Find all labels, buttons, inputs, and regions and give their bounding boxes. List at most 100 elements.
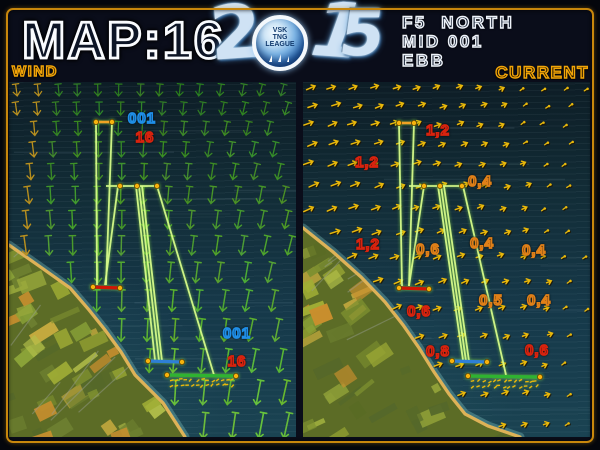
mark-dot-icon: [117, 284, 124, 291]
wind-arrow-icon: [165, 261, 176, 284]
wind-arrow-icon: [212, 209, 223, 230]
wind-arrow-icon: [117, 162, 126, 181]
current-arrow-icon: [501, 389, 510, 396]
current-dot-icon: [567, 422, 570, 425]
wind-arrow-icon: [260, 234, 272, 256]
current-speed-label: 1,2: [355, 154, 379, 171]
boat-dot-icon: [224, 383, 229, 386]
wind-arrow-icon: [181, 140, 191, 158]
current-arrow-icon: [350, 181, 361, 187]
boat-dot-icon: [508, 379, 512, 382]
wind-arrow-icon: [45, 209, 55, 230]
map-title: MAP:16: [22, 12, 225, 70]
current-arrow-icon: [498, 422, 507, 429]
coastline: [303, 226, 522, 437]
wind-arrow-icon: [175, 83, 185, 97]
current-map-panel[interactable]: 1,2 1,2 0,4 1,2 0,6 0,4 0,4 0,6 0,5 0,4 0,8 0,6: [303, 82, 590, 437]
wind-arrow-icon: [114, 120, 123, 137]
mark-dot-icon: [396, 284, 403, 291]
current-arrow-icon: [368, 161, 379, 168]
current-arrow-icon: [437, 141, 447, 148]
tide-setting-text: EBB: [402, 51, 445, 70]
start-boats: [470, 378, 539, 390]
wind-arrow-icon: [207, 185, 218, 205]
current-arrow-icon: [346, 120, 358, 127]
boat-dot-icon: [230, 378, 234, 381]
mark-dot-icon: [436, 183, 443, 190]
wind-arrow-icon: [277, 82, 288, 97]
current-dot-icon: [546, 162, 549, 166]
current-arrow-icon: [454, 161, 463, 168]
current-dot-icon: [569, 392, 572, 396]
wind-arrow-icon: [33, 83, 43, 97]
current-arrow-icon: [521, 205, 528, 212]
current-arrow-icon: [412, 159, 422, 166]
current-arrow-icon: [413, 304, 424, 311]
mark-dot-icon: [448, 357, 455, 364]
current-dot-icon: [523, 120, 526, 124]
wind-arrow-icon: [207, 162, 218, 181]
wind-arrow-icon: [69, 162, 79, 181]
wind-arrow-icon: [117, 209, 126, 230]
wind-arrow-icon: [52, 120, 61, 137]
current-arrow-icon: [480, 391, 489, 398]
wind-arrow-icon: [216, 82, 226, 97]
current-arrow-icon: [476, 122, 484, 129]
boat-dot-icon: [222, 382, 226, 387]
wind-arrow-icon: [221, 120, 232, 137]
boat-dot-icon: [502, 385, 507, 389]
current-arrow-icon: [457, 390, 467, 397]
wind-arrow-icon: [233, 209, 245, 230]
current-arrow-icon: [439, 103, 448, 110]
current-arrow-icon: [519, 303, 528, 310]
boat-dot-icon: [506, 385, 511, 390]
boat-dot-icon: [180, 384, 185, 387]
boat-dot-icon: [470, 379, 475, 383]
badge-line-2: TNG: [272, 34, 288, 41]
wind-arrow-icon: [257, 209, 268, 230]
current-arrow-icon: [368, 253, 379, 260]
wind-map-panel[interactable]: 001 16 001 16: [9, 82, 296, 437]
wind-arrow-icon: [278, 378, 292, 406]
boat-dot-icon: [476, 378, 481, 383]
current-arrow-icon: [525, 181, 532, 188]
course-leg: [105, 121, 113, 286]
current-arrow-icon: [303, 159, 315, 166]
current-dot-icon: [543, 207, 547, 210]
boat-dot-icon: [470, 385, 475, 389]
boat-dot-icon: [226, 378, 230, 381]
current-arrow-icon: [481, 181, 489, 188]
course-leg: [437, 185, 464, 361]
wind-arrow-icon: [239, 100, 250, 116]
current-arrow-icon: [497, 304, 506, 311]
wind-map: 001 16 001 16: [9, 82, 296, 437]
wind-arrow-icon: [32, 101, 42, 117]
current-arrow-icon: [392, 303, 403, 310]
wind-arrow-icon: [51, 101, 61, 117]
current-arrow-icon: [501, 278, 510, 285]
boat-dot-icon: [178, 377, 183, 380]
wind-arrow-icon: [275, 347, 288, 374]
wind-arrow-icon: [269, 140, 280, 158]
land-fields: [9, 245, 166, 437]
current-arrow-icon: [307, 140, 318, 147]
wind-arrow-icon: [116, 261, 126, 284]
wind-arrow-icon: [218, 100, 228, 116]
wind-arrow-icon: [19, 234, 31, 257]
wind-arrow-icon: [200, 120, 211, 137]
mark-dot-icon: [109, 119, 116, 126]
boat-dot-icon: [503, 379, 508, 383]
boat-dot-icon: [220, 378, 225, 382]
wind-arrow-icon: [46, 185, 55, 205]
current-arrow-icon: [392, 84, 402, 91]
current-arrow-icon: [545, 279, 553, 286]
race-course: [396, 120, 543, 390]
current-arrow-icon: [520, 359, 528, 366]
current-dot-icon: [563, 361, 567, 364]
current-arrow-icon: [520, 253, 528, 260]
current-arrow-icon: [500, 101, 508, 108]
sailboat-icon: [269, 54, 289, 62]
current-dot-icon: [563, 255, 567, 258]
wind-arrow-icon: [274, 162, 285, 181]
